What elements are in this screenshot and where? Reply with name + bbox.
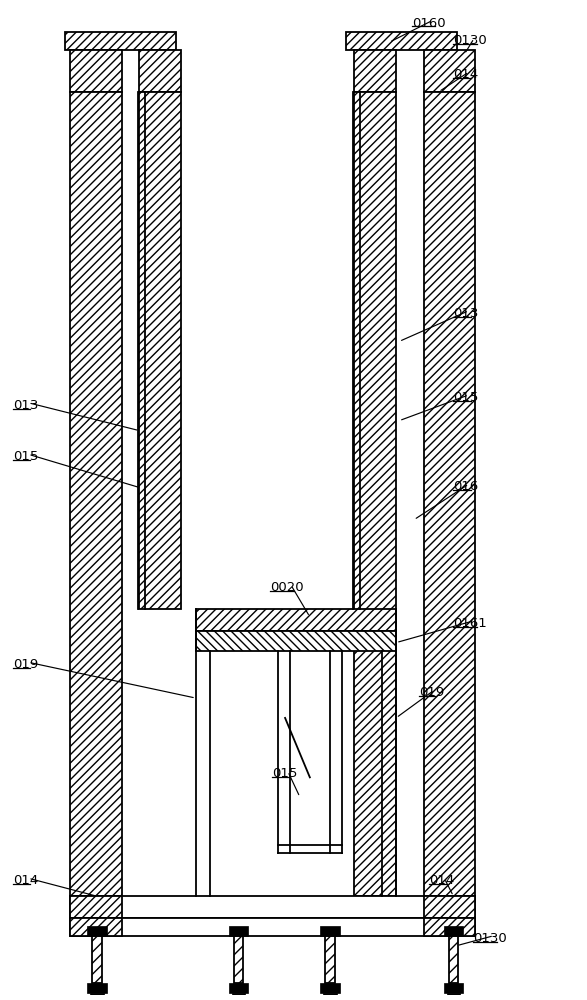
Bar [87, 983, 107, 993]
Bar [196, 609, 396, 631]
Text: 015: 015 [13, 450, 38, 463]
Bar [228, 926, 248, 936]
Bar [355, 92, 396, 896]
Bar [140, 50, 181, 92]
Bar [70, 896, 122, 918]
Text: 019: 019 [13, 658, 38, 671]
Text: 014: 014 [13, 874, 38, 887]
Bar [140, 92, 181, 609]
Text: 014: 014 [454, 68, 479, 81]
Text: 019: 019 [419, 686, 444, 699]
Bar [70, 50, 122, 92]
Bar [424, 92, 475, 896]
Bar [444, 983, 463, 993]
Bar [424, 50, 475, 92]
Bar [232, 993, 245, 1000]
Bar [228, 983, 248, 993]
Bar [70, 92, 122, 896]
Bar [92, 936, 102, 983]
Bar [447, 993, 460, 1000]
Text: 013: 013 [454, 307, 479, 320]
Bar [196, 631, 396, 651]
Bar [90, 993, 104, 1000]
Text: 013: 013 [13, 399, 38, 412]
Bar [448, 936, 458, 983]
Bar [70, 896, 475, 918]
Text: 0130: 0130 [473, 932, 507, 945]
Bar [346, 32, 457, 50]
Text: 0130: 0130 [454, 34, 487, 47]
Bar [320, 983, 339, 993]
Bar [325, 936, 335, 983]
Bar [70, 918, 122, 936]
Text: 015: 015 [272, 767, 298, 780]
Bar [323, 993, 336, 1000]
Bar [320, 926, 339, 936]
Text: 0161: 0161 [454, 617, 487, 630]
Text: 014: 014 [429, 874, 454, 887]
Bar [424, 918, 475, 936]
Bar [234, 936, 244, 983]
Text: 015: 015 [454, 391, 479, 404]
Bar [355, 50, 396, 92]
Bar [70, 918, 475, 936]
Text: 016: 016 [454, 480, 479, 493]
Text: 0020: 0020 [270, 581, 304, 594]
Bar [444, 926, 463, 936]
Bar [424, 896, 475, 918]
Text: 0160: 0160 [412, 17, 446, 30]
Bar [87, 926, 107, 936]
Bar [65, 32, 176, 50]
